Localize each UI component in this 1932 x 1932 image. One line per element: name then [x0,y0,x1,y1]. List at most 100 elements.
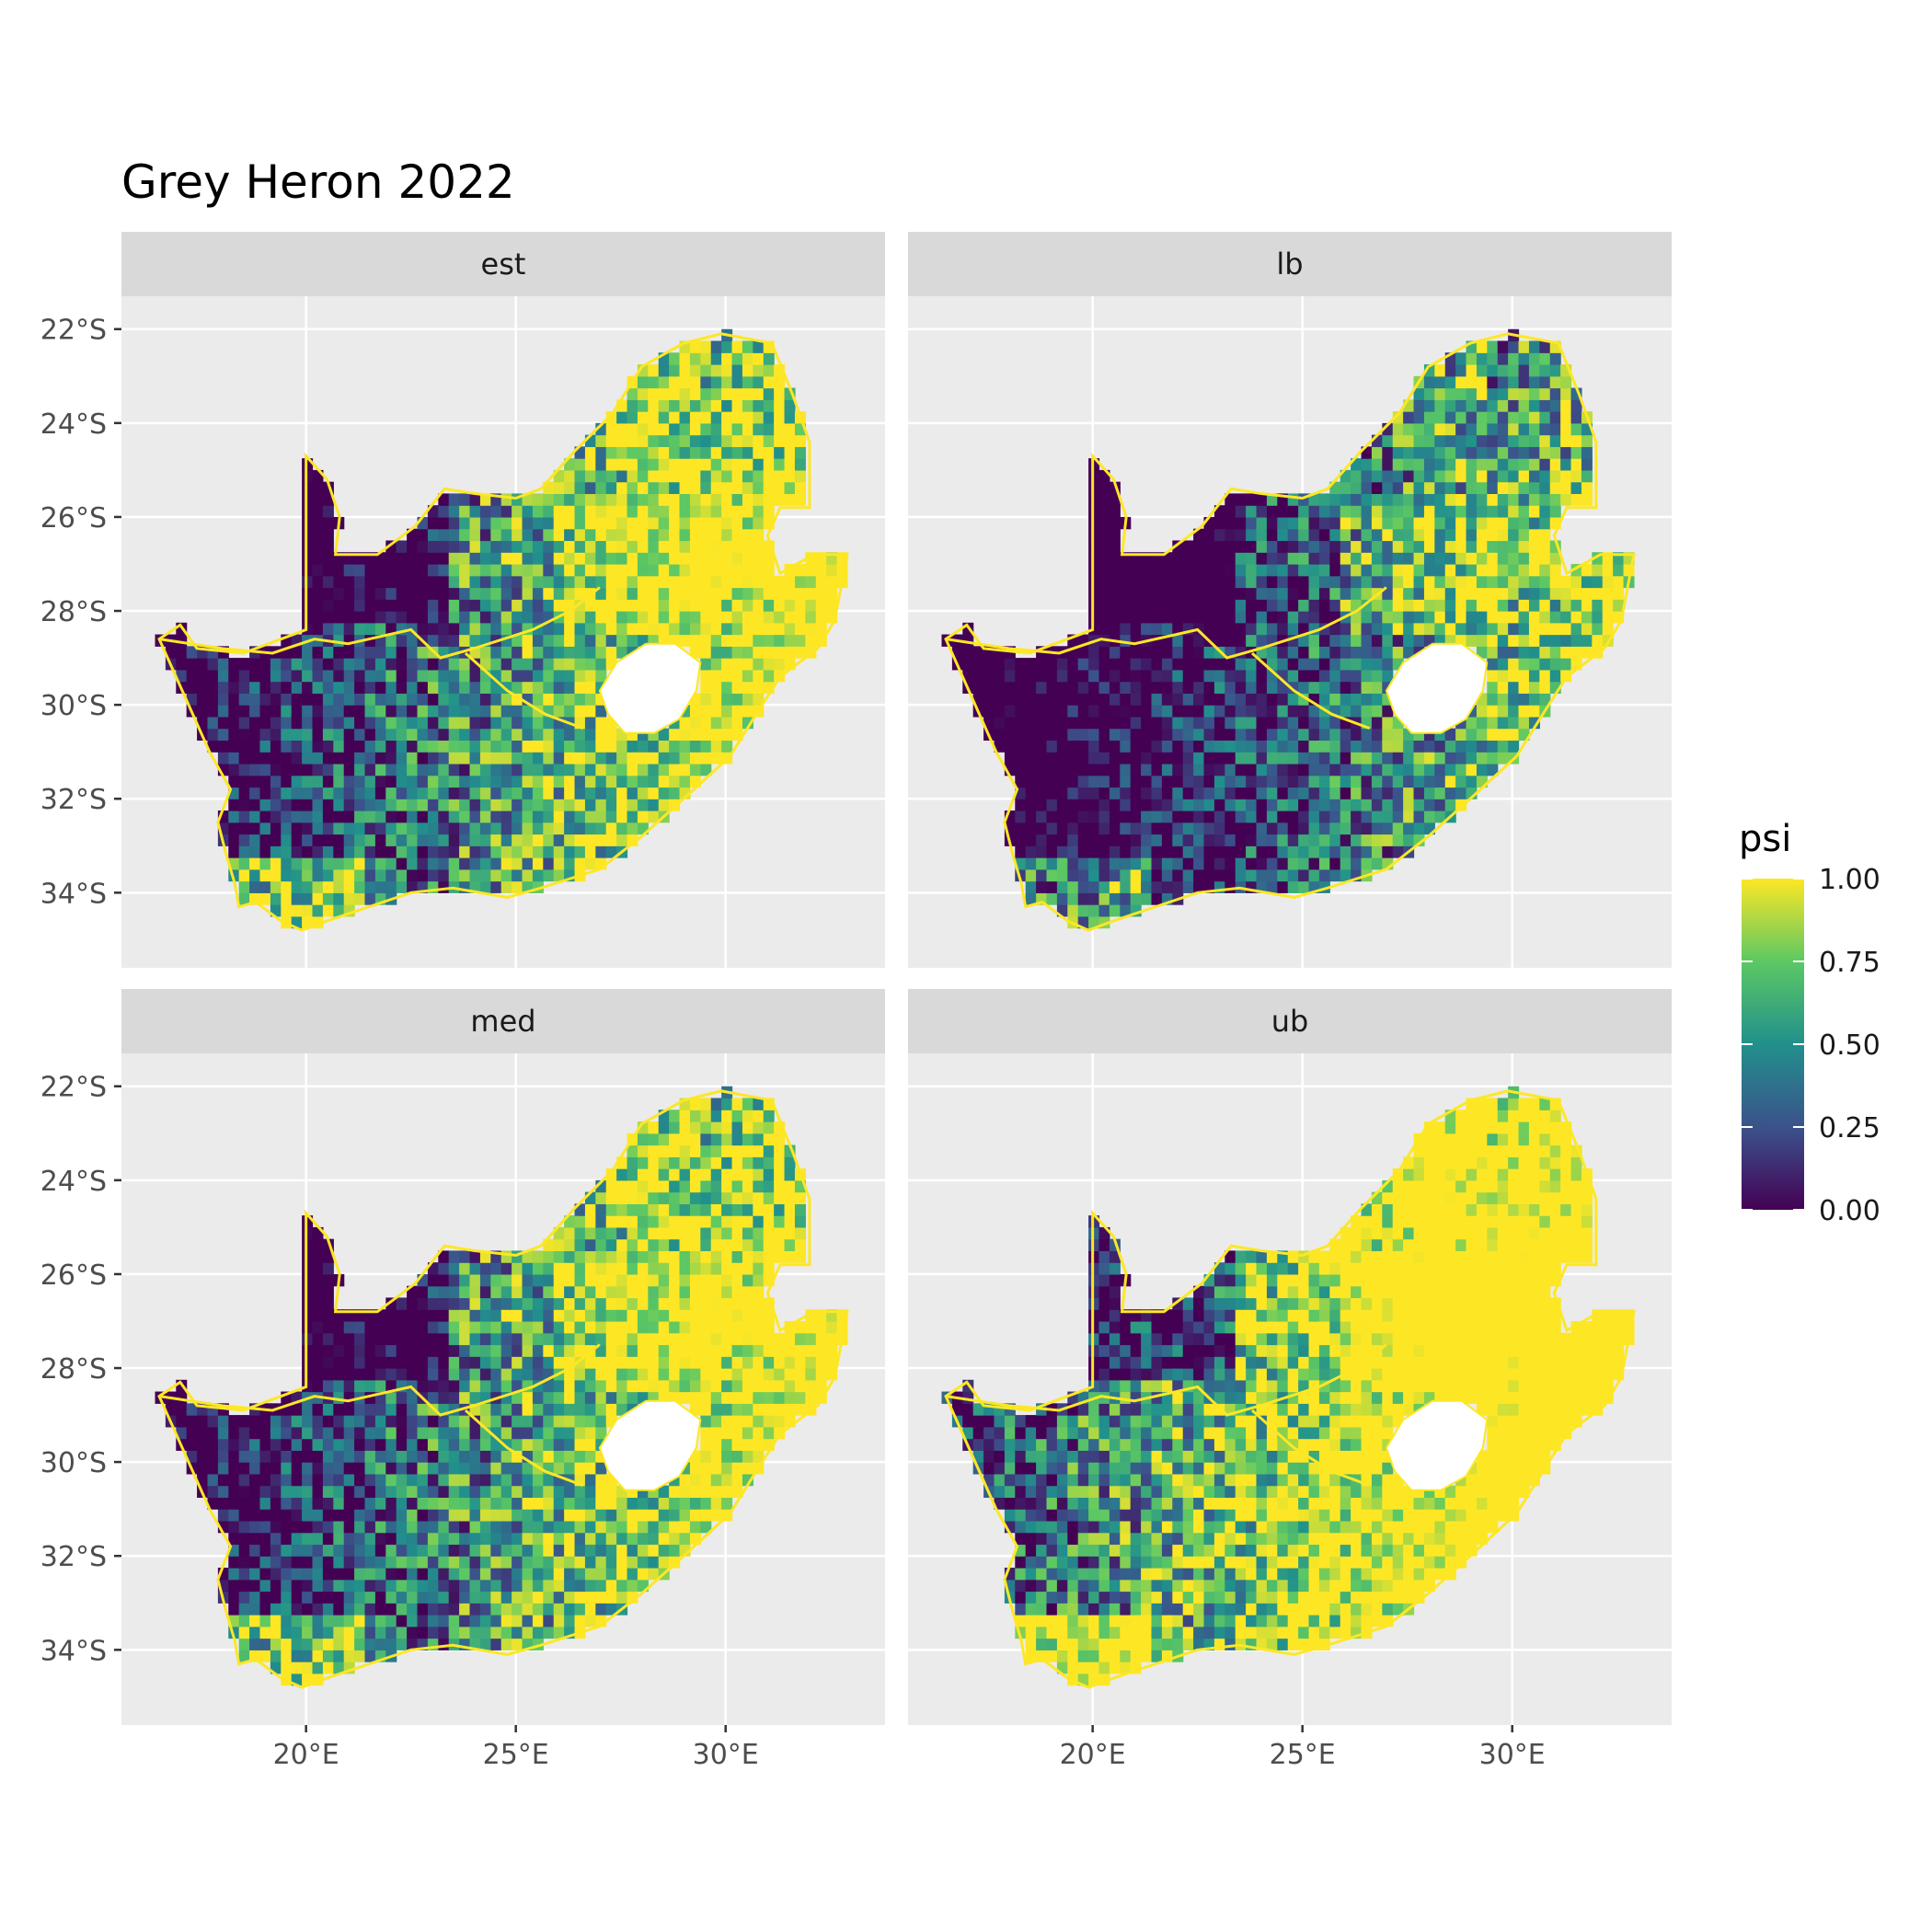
raster-cell [459,1485,471,1499]
raster-cell [281,1426,293,1440]
raster-cell [322,904,334,917]
raster-cell [1560,575,1572,589]
raster-cell [1351,469,1363,483]
raster-cell [322,845,334,858]
raster-cell [207,1497,219,1510]
raster-cell [574,1615,586,1627]
raster-cell [427,728,439,742]
raster-cell [564,1262,576,1275]
raster-cell [364,658,376,671]
raster-cell [385,611,397,624]
raster-cell [522,775,534,788]
raster-cell [1423,740,1435,753]
raster-cell [490,1285,502,1299]
raster-cell [595,1426,607,1440]
raster-cell [1109,540,1121,553]
raster-cell [574,1238,586,1252]
raster-cell [731,587,743,600]
raster-cell [407,763,419,776]
raster-cell [1109,857,1121,870]
raster-cell [1487,446,1499,459]
raster-cell [343,705,355,718]
raster-cell [291,1591,303,1604]
raster-cell [1351,810,1363,823]
raster-cell [479,599,491,612]
raster-cell [753,352,765,365]
raster-cell [532,1285,544,1299]
raster-cell [438,1567,450,1581]
raster-cell [553,1591,565,1604]
raster-cell [753,693,765,706]
raster-cell [291,658,303,671]
raster-cell [1193,646,1205,659]
raster-cell [721,528,733,542]
raster-cell [500,505,512,518]
raster-cell [270,705,282,718]
raster-cell [1434,611,1446,624]
raster-cell [1246,563,1258,577]
raster-cell [1570,481,1582,495]
raster-cell [669,516,681,530]
raster-cell [186,681,198,694]
raster-cell [512,1638,523,1650]
raster-cell [1403,434,1415,447]
raster-cell [522,1603,534,1616]
raster-cell [249,763,261,776]
raster-cell [595,1238,607,1252]
raster-cell [1077,904,1089,917]
raster-cell [417,1356,429,1369]
raster-cell [616,1226,628,1240]
raster-cell [302,728,314,742]
raster-cell [448,1250,460,1263]
raster-cell [1161,669,1173,683]
raster-cell [1203,552,1215,565]
raster-cell [1077,763,1089,776]
raster-cell [490,1603,502,1616]
raster-cell [1298,799,1310,811]
raster-cell [584,646,596,659]
raster-cell [427,1391,439,1404]
raster-cell [1444,446,1456,459]
raster-cell [1298,516,1310,530]
raster-cell [479,1379,491,1393]
raster-cell [407,834,419,846]
raster-cell [1036,740,1048,753]
raster-cell [1528,375,1540,389]
raster-cell [302,1497,314,1510]
raster-cell [1088,799,1100,811]
raster-cell [658,763,670,776]
raster-cell [1539,364,1551,377]
raster-cell [354,716,366,730]
raster-cell [1308,845,1320,858]
raster-cell [427,705,439,718]
raster-cell [710,505,722,518]
raster-cell [343,1473,355,1487]
raster-cell [1371,763,1383,776]
raster-cell [774,469,786,483]
raster-cell [438,1438,450,1451]
raster-cell [1193,634,1205,647]
raster-cell [396,634,408,647]
raster-cell [228,728,240,742]
raster-cell [281,810,293,823]
raster-cell [679,387,691,400]
raster-cell [1287,587,1299,600]
raster-cell [731,611,743,624]
raster-cell [385,810,397,823]
raster-cell [627,1191,638,1204]
raster-cell [500,763,512,776]
raster-cell [396,787,408,799]
raster-cell [374,705,386,718]
raster-cell [312,516,324,530]
raster-cell [731,646,743,659]
raster-cell [396,1544,408,1557]
raster-cell [238,845,250,858]
raster-cell [1423,493,1435,506]
raster-cell [364,1532,376,1546]
raster-cell [543,1438,555,1451]
raster-cell [1161,880,1173,893]
raster-cell [407,1426,419,1440]
raster-cell [721,540,733,553]
raster-cell [1266,611,1278,624]
raster-cell [605,1579,617,1593]
